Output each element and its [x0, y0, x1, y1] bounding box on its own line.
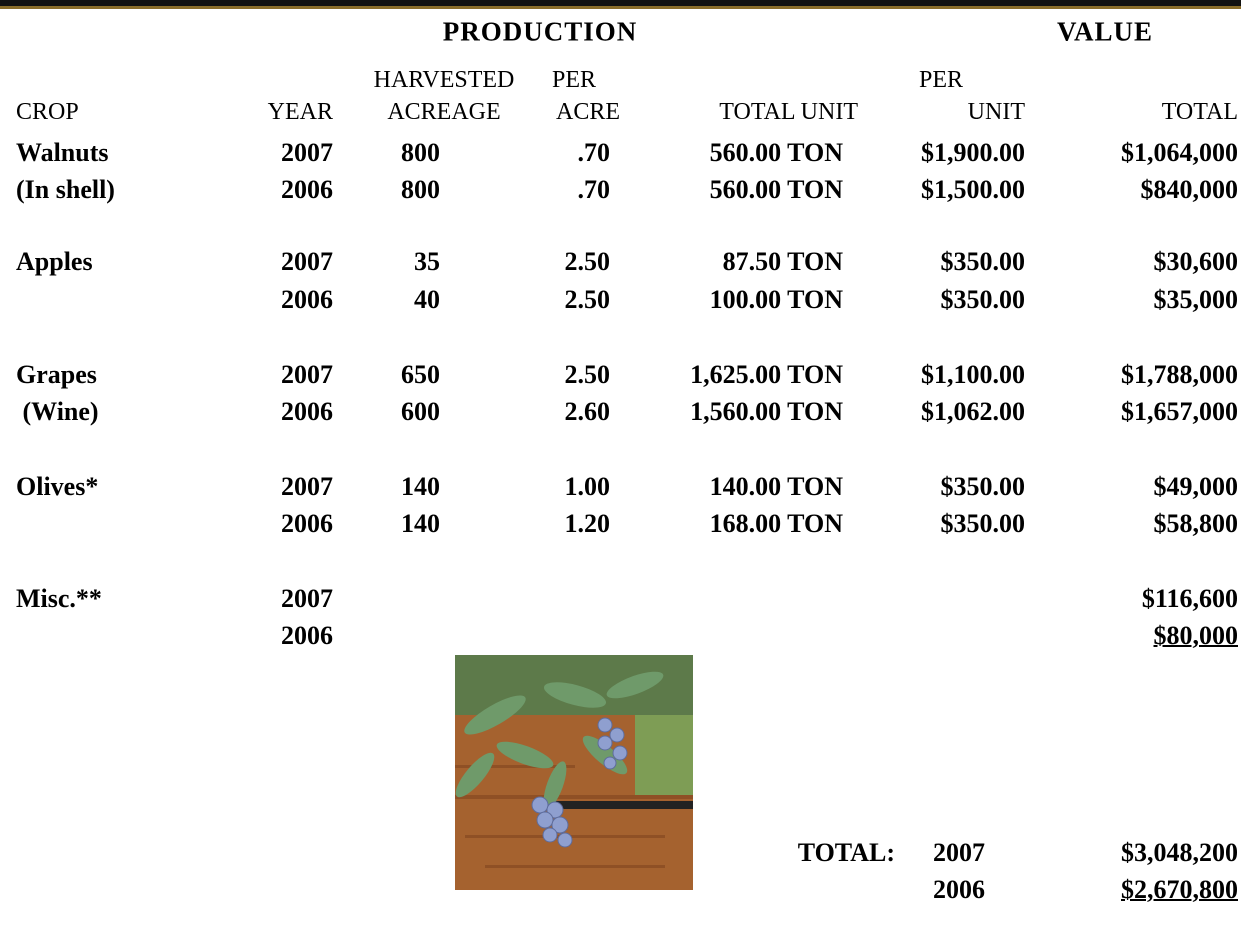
cell-total-unit: 87.50 TON [723, 249, 843, 275]
cell-total: $1,657,000 [1121, 399, 1238, 425]
total-year: 2007 [933, 840, 985, 866]
section-heading: VALUE [1057, 19, 1153, 46]
total-value: $2,670,800 [1121, 877, 1238, 903]
cell-total: $58,800 [1154, 511, 1239, 537]
cell-total-unit: 1,625.00 TON [690, 362, 843, 388]
column-header: PER [552, 68, 596, 92]
cell-acreage: 650 [401, 362, 440, 388]
cell-per-acre: .70 [578, 177, 611, 203]
column-header: CROP [16, 100, 79, 124]
cell-per-acre: 2.50 [565, 287, 611, 313]
cell-total: $840,000 [1141, 177, 1239, 203]
cell-acreage: 600 [401, 399, 440, 425]
cell-total-unit: 560.00 TON [710, 140, 843, 166]
cell-total: $116,600 [1142, 586, 1238, 612]
cell-year: 2006 [281, 287, 333, 313]
cell-year: 2006 [281, 399, 333, 425]
cell-year: 2006 [281, 511, 333, 537]
cell-total: $35,000 [1154, 287, 1239, 313]
total-year: 2006 [933, 877, 985, 903]
cell-per-unit: $1,900.00 [921, 140, 1025, 166]
cell-acreage: 35 [414, 249, 440, 275]
cell-per-unit: $1,062.00 [921, 399, 1025, 425]
column-header: TOTAL UNIT [719, 100, 858, 124]
cell-acreage: 40 [414, 287, 440, 313]
cell-acreage: 800 [401, 140, 440, 166]
cell-per-acre: 2.60 [565, 399, 611, 425]
cell-total: $80,000 [1154, 623, 1239, 649]
cell-per-acre: .70 [578, 140, 611, 166]
blueberry-photo [455, 655, 693, 890]
cell-per-unit: $1,500.00 [921, 177, 1025, 203]
cell-crop: Apples [16, 249, 93, 275]
cell-per-unit: $1,100.00 [921, 362, 1025, 388]
cell-crop: Misc.** [16, 586, 102, 612]
column-header: PER [919, 68, 963, 92]
cell-year: 2007 [281, 586, 333, 612]
top-bar [0, 0, 1241, 9]
cell-per-acre: 2.50 [565, 362, 611, 388]
cell-total: $30,600 [1154, 249, 1239, 275]
cell-per-acre: 1.20 [565, 511, 611, 537]
cell-year: 2006 [281, 623, 333, 649]
cell-crop: Walnuts [16, 140, 109, 166]
cell-total: $1,788,000 [1121, 362, 1238, 388]
column-header: YEAR [268, 100, 333, 124]
cell-total: $49,000 [1154, 474, 1239, 500]
column-header: HARVESTED [374, 68, 515, 92]
column-header: TOTAL [1162, 100, 1238, 124]
column-header: ACRE [556, 100, 620, 124]
cell-total-unit: 100.00 TON [710, 287, 843, 313]
cell-crop: Olives* [16, 474, 98, 500]
section-heading: PRODUCTION [443, 19, 638, 46]
page: PRODUCTION VALUE CROP YEAR HARVESTED ACREAGE P… [0, 0, 1241, 931]
cell-per-acre: 1.00 [565, 474, 611, 500]
cell-crop: Grapes [16, 362, 97, 388]
cell-year: 2006 [281, 177, 333, 203]
cell-total-unit: 168.00 TON [710, 511, 843, 537]
cell-acreage: 800 [401, 177, 440, 203]
total-value: $3,048,200 [1121, 840, 1238, 866]
cell-year: 2007 [281, 362, 333, 388]
cell-year: 2007 [281, 140, 333, 166]
cell-total: $1,064,000 [1121, 140, 1238, 166]
cell-per-unit: $350.00 [941, 249, 1026, 275]
cell-acreage: 140 [401, 511, 440, 537]
total-label: TOTAL: [798, 840, 895, 866]
cell-year: 2007 [281, 474, 333, 500]
cell-total-unit: 1,560.00 TON [690, 399, 843, 425]
cell-crop: (In shell) [16, 177, 115, 203]
cell-year: 2007 [281, 249, 333, 275]
cell-per-unit: $350.00 [941, 511, 1026, 537]
cell-acreage: 140 [401, 474, 440, 500]
cell-per-unit: $350.00 [941, 474, 1026, 500]
cell-per-acre: 2.50 [565, 249, 611, 275]
column-header: UNIT [968, 100, 1025, 124]
column-header: ACREAGE [387, 100, 500, 124]
cell-total-unit: 140.00 TON [710, 474, 843, 500]
cell-crop: (Wine) [16, 399, 99, 425]
cell-total-unit: 560.00 TON [710, 177, 843, 203]
cell-per-unit: $350.00 [941, 287, 1026, 313]
